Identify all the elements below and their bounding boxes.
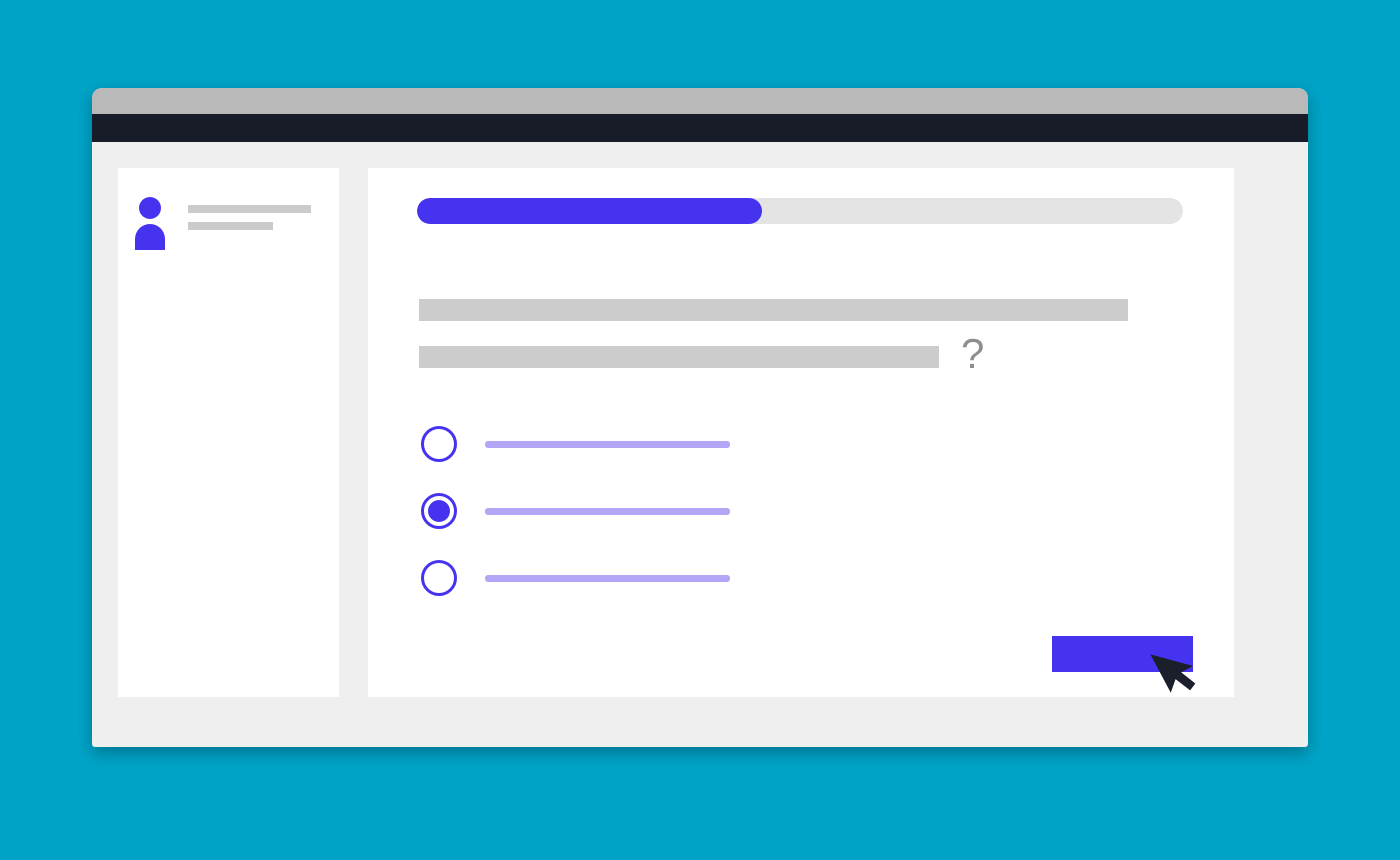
progress-bar-fill [417,198,762,224]
option-label-placeholder [485,507,730,515]
quiz-option[interactable] [421,426,730,462]
user-name-placeholder [188,205,311,213]
quiz-options [421,426,730,596]
progress-bar [417,198,1183,224]
question-text-placeholder-line2 [419,346,939,368]
browser-titlebar [92,88,1308,114]
question-mark: ? [961,330,985,377]
browser-window: ? [92,88,1308,747]
radio-button-icon[interactable] [421,493,457,529]
quiz-option[interactable] [421,493,730,529]
browser-navbar [92,114,1308,142]
question-text-row2: ? [419,330,985,378]
radio-button-icon[interactable] [421,560,457,596]
avatar-body [135,224,165,250]
radio-selected-dot [428,500,450,522]
option-label-placeholder [485,574,730,582]
quiz-panel: ? [368,168,1234,697]
submit-button[interactable] [1052,636,1193,672]
radio-button-icon[interactable] [421,426,457,462]
quiz-option[interactable] [421,560,730,596]
sidebar-panel [118,168,339,697]
avatar-head [139,197,161,219]
user-subtitle-placeholder [188,222,273,230]
user-avatar-icon [135,197,182,250]
question-text-placeholder-line1 [419,299,1128,321]
option-label-placeholder [485,440,730,448]
